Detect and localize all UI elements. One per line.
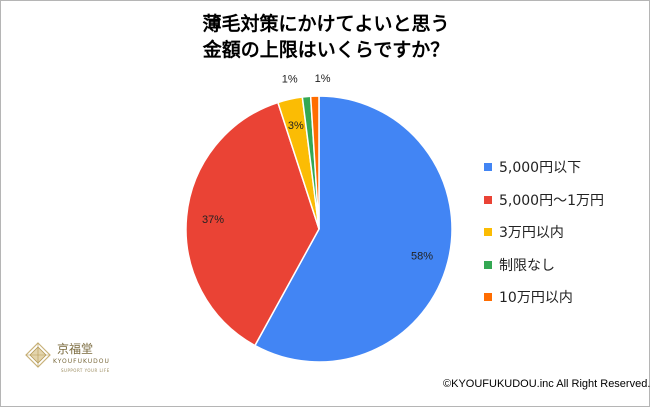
pie-slice-5 (309, 95, 320, 230)
legend-item-4: 制限なし (484, 249, 604, 282)
logo-roman: KYOUFUKUDOU (53, 358, 110, 365)
logo-tagline: SUPPORT YOUR LIFE (61, 368, 110, 373)
legend-label: 5,000円以下 (499, 160, 582, 177)
logo-name: 京福堂 (57, 342, 94, 356)
legend-item-2: 5,000円～1万円 (484, 184, 604, 217)
data-label-1: 58% (411, 250, 433, 262)
legend-item-1: 5,000円以下 (484, 151, 604, 184)
legend-swatch (484, 195, 492, 204)
chart-title: 薄毛対策にかけてよいと思う 金額の上限はいくらですか？ (1, 11, 650, 63)
data-label-2: 37% (202, 214, 224, 226)
data-label-4: 1% (282, 74, 298, 86)
legend-label: 制限なし (499, 257, 555, 274)
chart-legend: 5,000円以下 5,000円～1万円 3万円以内制限なし 10万円以内 (484, 151, 604, 314)
legend-swatch (484, 163, 492, 172)
legend-swatch (484, 260, 492, 269)
legend-swatch (484, 228, 492, 237)
chart-title-line-2: 金額の上限はいくらですか？ (202, 39, 450, 61)
data-label-3: 3% (288, 120, 304, 132)
data-label-5: 1% (315, 73, 331, 85)
legend-swatch (484, 293, 492, 302)
legend-label: 5,000円～1万円 (499, 192, 604, 209)
pie-slice-1 (253, 95, 453, 363)
copyright-notice: ©KYOUFUKUDOU.inc All Right Reserved. (443, 378, 650, 390)
legend-label: 3万円以内 (499, 225, 564, 242)
legend-item-5: 10万円以内 (484, 281, 604, 314)
company-logo: 京福堂 KYOUFUKUDOU SUPPORT YOUR LIFE (21, 339, 121, 389)
chart-title-line-1: 薄毛対策にかけてよいと思う (202, 13, 450, 35)
pie-slice-2 (185, 101, 320, 347)
legend-label: 10万円以内 (499, 290, 573, 307)
logo-mark-icon (25, 342, 51, 368)
legend-item-3: 3万円以内 (484, 216, 604, 249)
